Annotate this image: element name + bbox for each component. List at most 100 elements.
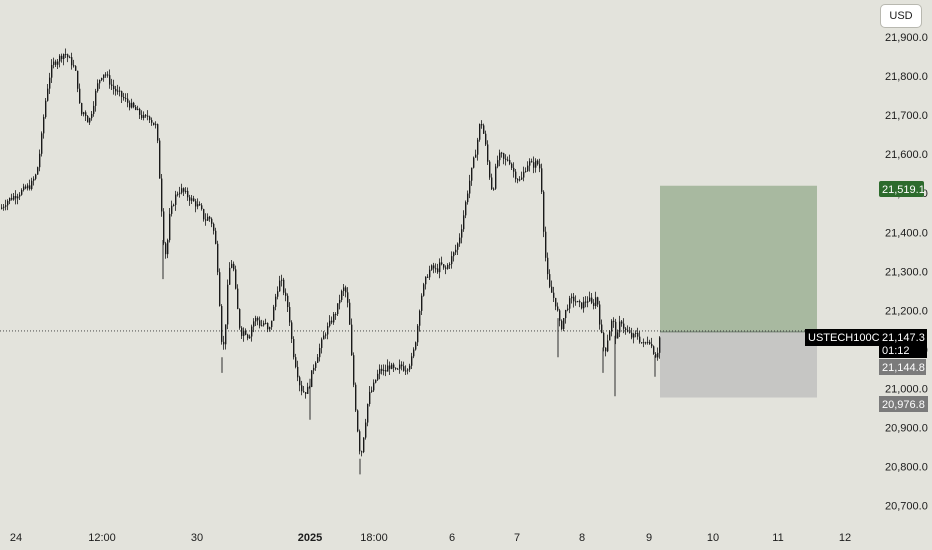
candle-body (237, 288, 239, 310)
candle-body (73, 65, 75, 67)
candle-body (27, 185, 29, 189)
candle-body (329, 320, 331, 327)
candle-body (231, 263, 233, 268)
candle-body (631, 332, 633, 338)
price-axis[interactable]: 21,900.021,800.021,700.021,600.021,500.0… (885, 32, 928, 513)
candle-body (611, 320, 613, 332)
candle-body (115, 89, 117, 92)
candle-body (39, 153, 41, 168)
candle-body (303, 391, 305, 393)
candle-body (215, 230, 217, 244)
candle-body (533, 162, 535, 168)
candle-body (65, 54, 67, 56)
candle-body (607, 340, 609, 352)
candle-body (599, 304, 601, 325)
candle-body (103, 74, 105, 79)
candle-body (507, 159, 509, 161)
candle-body (223, 341, 225, 345)
candle-body (131, 102, 133, 108)
candle-body (171, 205, 173, 214)
candle-body (537, 160, 539, 165)
candle-body (605, 347, 607, 352)
candle-body (33, 178, 35, 181)
candle-body (371, 390, 373, 392)
candle-body (83, 112, 85, 115)
candle-body (411, 356, 413, 366)
candle-body (461, 229, 463, 238)
candle-body (389, 365, 391, 369)
candle-body (589, 297, 591, 302)
candle-body (251, 326, 253, 337)
candle-body (457, 243, 459, 250)
candle-body (1, 207, 3, 209)
position-profit-zone[interactable] (660, 185, 817, 332)
candle-body (7, 200, 9, 206)
candle-body (43, 117, 45, 134)
candle-body (613, 320, 615, 322)
candle-body (485, 133, 487, 145)
candle-body (437, 268, 439, 273)
candle-body (541, 168, 543, 192)
currency-button[interactable]: USD (880, 4, 922, 28)
candle-body (395, 367, 397, 369)
position-loss-zone[interactable] (660, 331, 817, 398)
price-tick-label: 20,900.0 (885, 423, 928, 435)
candle-body (183, 188, 185, 192)
time-tick-label: 11 (772, 532, 783, 544)
candle-body (51, 64, 53, 78)
candle-body (69, 57, 71, 59)
candle-body (575, 301, 577, 303)
candle-body (391, 364, 393, 369)
candle-body (89, 118, 91, 123)
time-tick-label: 8 (579, 532, 585, 544)
candle-body (193, 198, 195, 202)
symbol-tag[interactable]: USTECH100CFD (805, 329, 894, 346)
candle-body (219, 272, 221, 307)
candle-body (629, 331, 631, 333)
candle-body (635, 332, 637, 334)
candle-body (499, 152, 501, 161)
candle-body (337, 303, 339, 315)
candle-body (567, 308, 569, 310)
candle-body (347, 292, 349, 303)
candle-body (355, 384, 357, 411)
candle-body (41, 133, 43, 154)
price-tick-label: 21,000.0 (885, 383, 928, 395)
candle-body (441, 262, 443, 265)
candle-body (447, 264, 449, 269)
price-tick-label: 21,300.0 (885, 266, 928, 278)
candle-body (481, 124, 483, 126)
candle-body (609, 331, 611, 341)
candle-body (539, 164, 541, 169)
candle-body (625, 328, 627, 330)
candle-body (643, 342, 645, 344)
candle-body (547, 257, 549, 275)
candle-body (369, 391, 371, 404)
candle-body (23, 186, 25, 191)
candle-body (53, 61, 55, 65)
candle-body (21, 190, 23, 195)
candle-body (345, 287, 347, 293)
candle-body (623, 323, 625, 329)
candle-body (45, 100, 47, 118)
candle-body (139, 108, 141, 115)
candle-body (477, 139, 479, 155)
candle-body (331, 320, 333, 323)
candle-body (49, 77, 51, 89)
candle-body (135, 107, 137, 111)
price-tick-label: 20,700.0 (885, 501, 928, 513)
candle-body (61, 55, 63, 60)
time-axis[interactable]: 24 12:00 30 2025 18:00 6 7 8 9 10 11 12 (10, 532, 851, 544)
candle-body (563, 318, 565, 329)
candle-body (281, 279, 283, 281)
candle-body (519, 179, 521, 181)
candle-body (97, 83, 99, 91)
candle-body (297, 366, 299, 378)
candle-body (265, 323, 267, 325)
candle-body (211, 218, 213, 224)
candle-body (159, 140, 161, 179)
candle-body (433, 265, 435, 269)
candle-body (167, 240, 169, 255)
candle-body (453, 252, 455, 257)
